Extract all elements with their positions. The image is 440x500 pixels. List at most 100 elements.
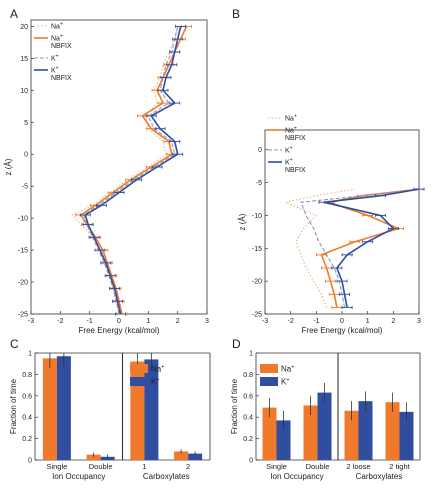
bar [86, 454, 101, 460]
legend-ion: Na [151, 365, 162, 374]
legend-label: K+ [285, 158, 293, 167]
x-axis-label: Free Energy (kcal/mol) [79, 326, 160, 335]
legend-ion: Na [51, 36, 60, 43]
legend-label: K+ [285, 146, 293, 155]
legend-charge: + [60, 22, 63, 28]
legend-label: Na+ [281, 365, 294, 374]
series-line [79, 26, 188, 315]
legend-swatch [130, 364, 148, 373]
panel-c: 0 0.2 0.4 0.6 0.8 1 Fraction of time Single Doub… [9, 351, 211, 481]
legend-swatch [260, 377, 278, 386]
x-axis-label: Free Energy (kcal/mol) [302, 326, 383, 335]
category-label: Double [306, 462, 330, 471]
group-title: Ion Occupancy [52, 472, 105, 481]
legend-charge: + [286, 378, 289, 384]
x-tick-label: -1 [87, 318, 93, 325]
legend-charge: + [56, 66, 59, 72]
group-title: Carboxylates [143, 472, 190, 481]
legend-label: Na+ [51, 34, 63, 43]
y-tick-label: 0.6 [22, 393, 32, 400]
y-tick-label: 15 [20, 56, 28, 63]
legend-ion: K [281, 378, 287, 387]
legend-ion: Na [285, 116, 294, 123]
plot-frame [264, 129, 420, 315]
legend-label: Na+ [151, 365, 164, 374]
legend-ion: Na [51, 24, 60, 31]
y-tick-label: -10 [18, 216, 28, 223]
y-axis-label: z (Å) [238, 213, 247, 230]
y-tick-label: -20 [252, 279, 262, 286]
y-tick-label: 0.6 [243, 393, 253, 400]
category-label: 2 [186, 462, 190, 471]
series-line [83, 26, 179, 315]
legend-ion: K [285, 148, 290, 155]
bar [385, 402, 400, 460]
bar [276, 420, 291, 460]
y-tick-label: 0.4 [22, 415, 32, 422]
legend-ion: K [285, 160, 290, 167]
legend-charge: + [156, 378, 159, 384]
legend-label-sub: NBFIX [51, 43, 72, 50]
y-tick-label: 20 [20, 24, 28, 31]
legend-label: K+ [51, 54, 59, 63]
category-label: Single [46, 462, 67, 471]
bar [358, 401, 373, 460]
y-tick-label: 0.2 [22, 436, 32, 443]
bar [56, 356, 71, 460]
bar [174, 451, 189, 460]
plot-frame [30, 19, 208, 315]
y-tick-label: 0.4 [243, 415, 253, 422]
y-axis-label: Fraction of time [230, 378, 239, 434]
legend-label: K+ [151, 378, 160, 387]
y-axis-label: Fraction of time [9, 378, 18, 434]
y-tick-label: -10 [252, 213, 262, 220]
group-title: Carboxylates [356, 472, 403, 481]
x-tick-label: -3 [28, 318, 34, 325]
x-tick-label: 2 [176, 318, 180, 325]
x-tick-label: 3 [417, 318, 421, 325]
category-label: Double [89, 462, 113, 471]
legend-label: Na+ [285, 126, 297, 135]
bar [344, 410, 359, 460]
legend-charge: + [60, 34, 63, 40]
y-tick-label: -20 [18, 280, 28, 287]
bar [42, 358, 57, 460]
y-tick-label: 0.2 [243, 436, 253, 443]
legend-ion: K [51, 56, 56, 63]
x-tick-label: 0 [117, 318, 121, 325]
legend-label: K+ [51, 66, 59, 75]
group-title: Ion Occupancy [270, 472, 323, 481]
y-tick-label: -25 [252, 312, 262, 319]
y-tick-label: 0.8 [22, 372, 32, 379]
series-line [84, 26, 182, 315]
y-tick-label: -5 [22, 184, 28, 191]
x-tick-label: 3 [205, 318, 209, 325]
y-tick-label: 1 [249, 351, 253, 358]
legend-charge: + [290, 158, 293, 164]
legend-swatch [130, 377, 148, 386]
bar [130, 361, 145, 460]
y-tick-label: 1 [28, 351, 32, 358]
category-label: 1 [142, 462, 146, 471]
legend-charge: + [161, 365, 164, 371]
bar [262, 407, 277, 460]
x-tick-label: 1 [366, 318, 370, 325]
legend-label-sub: NBFIX [285, 135, 306, 142]
legend-label: Na+ [285, 114, 297, 123]
legend-charge: + [56, 54, 59, 60]
bar [399, 411, 414, 460]
series-line [320, 188, 420, 308]
y-axis-label: z (Å) [4, 158, 13, 175]
series-line [300, 188, 420, 308]
category-label: Single [266, 462, 287, 471]
y-tick-label: 0.8 [243, 372, 253, 379]
legend-charge: + [294, 126, 297, 132]
x-tick-label: -3 [262, 318, 268, 325]
y-tick-label: 5 [24, 120, 28, 127]
x-tick-label: 1 [146, 318, 150, 325]
x-tick-label: -1 [313, 318, 319, 325]
panel-label-a: A [10, 7, 18, 21]
